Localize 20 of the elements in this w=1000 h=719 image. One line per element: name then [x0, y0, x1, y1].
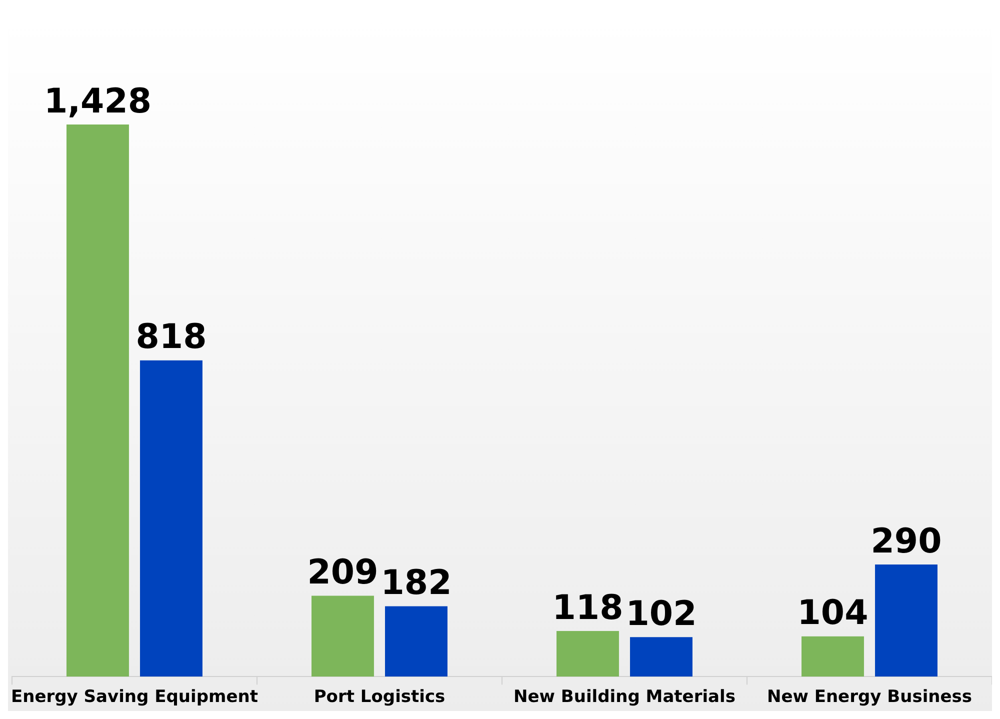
data-label: 104 [797, 593, 868, 634]
data-label: 182 [380, 563, 452, 604]
bar [875, 564, 938, 677]
x-tick-label: Energy Saving Equipment [11, 687, 258, 708]
x-tick-label: New Energy Business [766, 687, 972, 708]
bar [66, 124, 129, 677]
bar [385, 606, 448, 677]
bar [630, 637, 692, 677]
data-label: 102 [626, 594, 697, 634]
x-tick-label: Port Logistics [314, 687, 446, 708]
data-label: 818 [136, 317, 207, 358]
data-label: 118 [552, 588, 624, 628]
data-label: 1,428 [44, 81, 152, 122]
x-tick-label: New Building Materials [514, 687, 736, 708]
data-label: 290 [870, 521, 942, 562]
data-label: 209 [307, 552, 378, 593]
bar [802, 636, 864, 677]
bar [140, 360, 202, 677]
bar [556, 630, 619, 677]
bar [312, 596, 374, 677]
